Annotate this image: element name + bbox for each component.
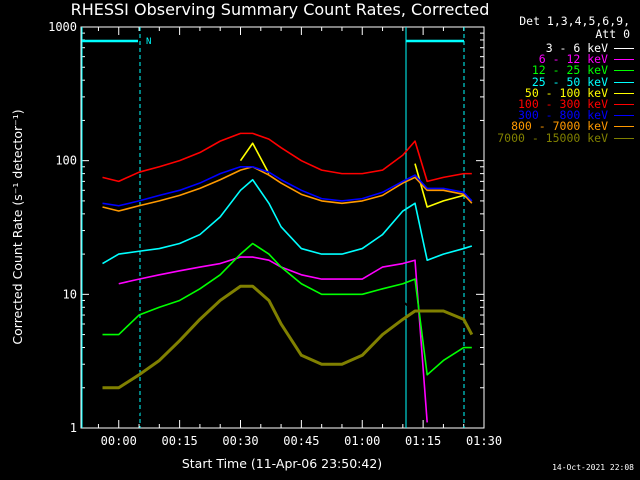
series-line xyxy=(239,142,270,174)
series-line xyxy=(118,256,428,423)
x-tick-label: 00:00 xyxy=(101,434,137,448)
series-line xyxy=(102,284,474,390)
series-line xyxy=(102,132,472,183)
y-tick-label: 10 xyxy=(63,287,77,301)
legend-item: 12 - 25 keV xyxy=(474,64,634,76)
legend-label: 50 - 100 keV xyxy=(524,85,608,100)
x-tick-label: 00:30 xyxy=(222,434,258,448)
legend-item: 50 - 100 keV xyxy=(474,87,634,99)
legend-swatch xyxy=(614,48,634,49)
legend-swatch xyxy=(614,104,634,105)
legend-label: 800 - 7000 keV xyxy=(511,119,608,134)
legend-attenuator: Att 0 xyxy=(595,27,630,41)
y-tick-label: 1000 xyxy=(48,20,77,34)
series-line xyxy=(102,165,473,212)
y-axis-label: Corrected Count Rate (s⁻¹ detector⁻¹) xyxy=(10,109,25,344)
legend-swatch xyxy=(614,70,634,72)
legend-detectors: Det 1,3,4,5,6,9, xyxy=(519,14,630,28)
legend-swatch xyxy=(614,59,634,61)
legend-swatch xyxy=(614,126,634,128)
legend-swatch xyxy=(614,137,634,139)
night-label: N xyxy=(146,37,151,47)
legend-item: 25 - 50 keV xyxy=(474,76,634,88)
legend-item: 300 - 800 keV xyxy=(474,109,634,121)
legend-item: 800 - 7000 keV xyxy=(474,120,634,132)
series-line xyxy=(102,165,473,207)
legend-swatch xyxy=(614,92,634,94)
x-tick-label: 01:30 xyxy=(466,434,502,448)
legend-item: 7000 - 15000 keV xyxy=(474,132,634,144)
legend-label: 6 - 12 keV xyxy=(538,52,608,67)
y-tick-label: 100 xyxy=(55,154,77,168)
x-axis-label: Start Time (11-Apr-06 23:50:42) xyxy=(182,456,382,471)
legend-item: 100 - 300 keV xyxy=(474,98,634,110)
legend-swatch xyxy=(614,115,634,117)
x-tick-label: 01:00 xyxy=(344,434,380,448)
legend-swatch xyxy=(614,81,634,83)
plot-frame xyxy=(80,26,485,429)
legend-item: 3 - 6 keV xyxy=(474,42,634,54)
legend-label: 12 - 25 keV xyxy=(531,63,608,78)
series-line xyxy=(102,178,473,265)
y-tick-label: 1 xyxy=(70,421,77,435)
x-tick-label: 01:15 xyxy=(405,434,441,448)
legend-label: 100 - 300 keV xyxy=(517,97,608,111)
legend-item: 6 - 12 keV xyxy=(474,53,634,65)
series-line xyxy=(102,242,472,376)
legend-label: 300 - 800 keV xyxy=(517,108,608,123)
chart-title: RHESSI Observing Summary Count Rates, Co… xyxy=(70,0,490,19)
x-tick-label: 00:15 xyxy=(162,434,198,448)
legend-label: 3 - 6 keV xyxy=(545,41,608,55)
timestamp: 14-Oct-2021 22:08 xyxy=(552,463,634,472)
legend-label: 25 - 50 keV xyxy=(531,74,608,89)
x-tick-label: 00:45 xyxy=(283,434,319,448)
legend-label: 7000 - 15000 keV xyxy=(497,130,608,145)
series-line xyxy=(138,288,473,414)
